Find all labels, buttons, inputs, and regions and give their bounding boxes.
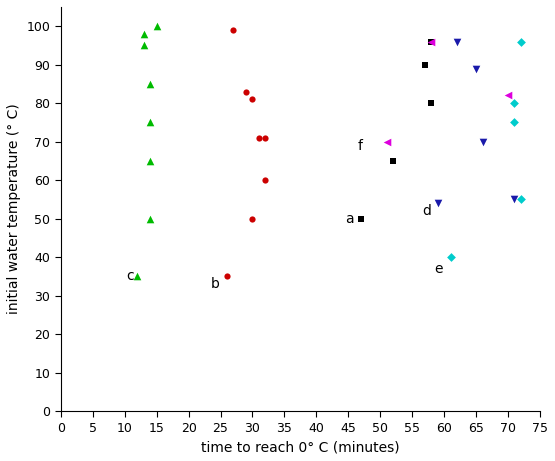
- Point: [472, 65, 481, 72]
- X-axis label: time to reach 0° C (minutes): time to reach 0° C (minutes): [201, 440, 400, 454]
- Point: [146, 80, 155, 88]
- Point: [261, 134, 270, 142]
- Point: [433, 200, 442, 207]
- Text: c: c: [126, 269, 134, 284]
- Text: e: e: [435, 262, 443, 276]
- Point: [223, 273, 231, 280]
- Point: [510, 100, 519, 107]
- Point: [146, 119, 155, 126]
- Point: [229, 26, 238, 34]
- Point: [139, 30, 148, 38]
- Point: [146, 215, 155, 222]
- Point: [152, 23, 161, 30]
- Point: [241, 88, 250, 95]
- Text: b: b: [211, 277, 220, 291]
- Point: [427, 38, 436, 45]
- Y-axis label: initial water temperature (° C): initial water temperature (° C): [7, 104, 21, 314]
- Point: [478, 138, 487, 145]
- Point: [382, 138, 391, 145]
- Point: [248, 215, 257, 222]
- Point: [517, 196, 526, 203]
- Point: [139, 42, 148, 49]
- Point: [388, 157, 397, 165]
- Point: [510, 196, 519, 203]
- Point: [510, 119, 519, 126]
- Point: [504, 92, 513, 99]
- Point: [261, 177, 270, 184]
- Point: [446, 254, 455, 261]
- Point: [254, 134, 263, 142]
- Point: [427, 100, 436, 107]
- Point: [517, 38, 526, 45]
- Text: a: a: [345, 212, 354, 225]
- Point: [427, 38, 436, 45]
- Text: d: d: [422, 204, 431, 218]
- Point: [146, 157, 155, 165]
- Text: f: f: [358, 138, 363, 153]
- Point: [452, 38, 461, 45]
- Point: [133, 273, 142, 280]
- Point: [248, 95, 257, 103]
- Point: [421, 61, 430, 68]
- Point: [357, 215, 366, 222]
